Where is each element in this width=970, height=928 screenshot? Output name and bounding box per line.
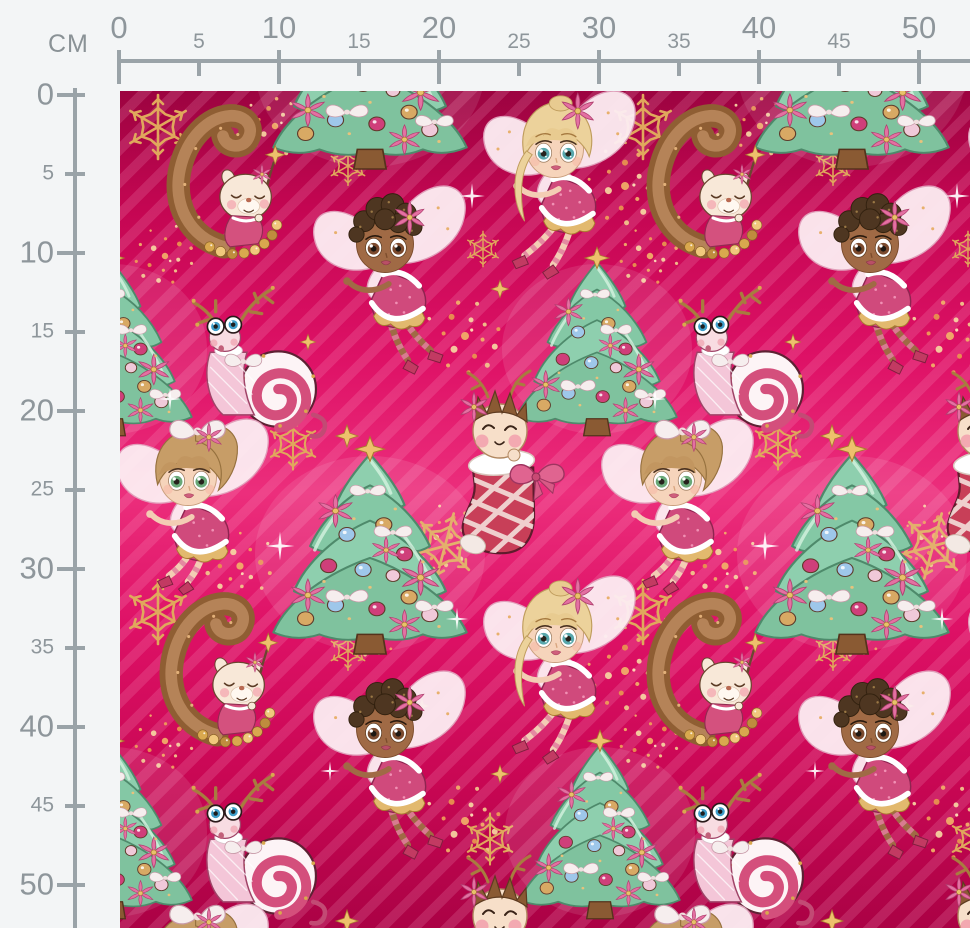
top-tick bbox=[677, 59, 681, 76]
left-tick bbox=[57, 93, 85, 97]
hedgehog-stocking-motif bbox=[933, 856, 970, 928]
left-tick bbox=[65, 646, 85, 650]
reindeer-snail-motif bbox=[192, 286, 325, 436]
ponytail-fairy-motif bbox=[602, 419, 754, 595]
top-ruler-label: 0 bbox=[110, 10, 128, 45]
top-ruler-label: 30 bbox=[581, 10, 617, 45]
christmas-tree-motif bbox=[255, 437, 485, 654]
left-ruler-label: 50 bbox=[19, 866, 54, 902]
top-ruler-label: 10 bbox=[261, 10, 297, 45]
left-tick bbox=[57, 251, 85, 255]
left-ruler-label: 0 bbox=[36, 76, 54, 112]
ponytail-fairy-motif bbox=[120, 419, 268, 595]
top-ruler-label: 15 bbox=[347, 30, 371, 53]
christmas-tree-motif bbox=[120, 247, 207, 435]
christmas-tree-motif bbox=[120, 730, 207, 918]
left-tick bbox=[57, 725, 85, 729]
reindeer-snail-motif bbox=[679, 286, 812, 436]
left-ruler-label: 40 bbox=[19, 708, 54, 744]
reindeer-snail-motif bbox=[192, 773, 325, 923]
left-ruler-label: 10 bbox=[19, 234, 54, 270]
top-tick bbox=[437, 50, 441, 84]
dark-fairy-motif bbox=[799, 186, 951, 374]
left-ruler-line bbox=[73, 88, 77, 928]
christmas-tree-motif bbox=[737, 91, 967, 169]
top-tick bbox=[517, 59, 521, 76]
squirrel-motif bbox=[658, 604, 764, 747]
left-tick bbox=[57, 409, 85, 413]
top-ruler-label: 5 bbox=[193, 30, 205, 53]
top-tick bbox=[757, 50, 761, 84]
top-ruler-label: 35 bbox=[667, 30, 691, 53]
dark-fairy-motif bbox=[314, 671, 466, 859]
top-tick bbox=[597, 50, 601, 84]
left-tick bbox=[65, 488, 85, 492]
top-tick bbox=[917, 50, 921, 84]
squirrel-motif bbox=[178, 116, 284, 259]
left-tick bbox=[65, 172, 85, 176]
top-tick bbox=[197, 59, 201, 76]
fabric-swatch bbox=[120, 91, 970, 928]
ruler-unit-label: CM bbox=[48, 30, 89, 58]
top-tick bbox=[277, 50, 281, 84]
top-tick bbox=[837, 59, 841, 76]
left-ruler-label: 20 bbox=[19, 392, 54, 428]
christmas-tree-motif bbox=[505, 730, 695, 918]
left-tick bbox=[57, 567, 85, 571]
left-ruler-label: 5 bbox=[42, 161, 54, 185]
left-ruler-label: 30 bbox=[19, 550, 54, 586]
top-ruler-label: 50 bbox=[901, 10, 937, 45]
reindeer-snail-motif bbox=[679, 773, 812, 923]
top-ruler-label: 20 bbox=[421, 10, 457, 45]
dark-fairy-motif bbox=[799, 671, 951, 859]
blonde-fairy-motif bbox=[484, 91, 636, 279]
blonde-fairy-motif bbox=[484, 576, 636, 764]
squirrel-motif bbox=[171, 604, 277, 747]
left-ruler-label: 25 bbox=[30, 477, 54, 501]
dark-fairy-motif bbox=[314, 186, 466, 374]
top-ruler-label: 25 bbox=[507, 30, 531, 53]
left-tick bbox=[65, 330, 85, 334]
top-ruler-line bbox=[117, 59, 970, 63]
left-tick bbox=[57, 883, 85, 887]
top-ruler-label: 40 bbox=[741, 10, 777, 45]
top-ruler-label: 45 bbox=[827, 30, 851, 53]
squirrel-motif bbox=[658, 116, 764, 259]
left-ruler-label: 45 bbox=[30, 793, 54, 817]
top-tick bbox=[117, 50, 121, 84]
christmas-tree-motif bbox=[255, 91, 485, 169]
left-ruler-label: 15 bbox=[30, 319, 54, 343]
christmas-tree-motif bbox=[502, 247, 692, 435]
left-ruler-label: 35 bbox=[30, 635, 54, 659]
left-tick bbox=[65, 804, 85, 808]
top-tick bbox=[357, 59, 361, 76]
fabric-pattern-art bbox=[120, 91, 970, 928]
